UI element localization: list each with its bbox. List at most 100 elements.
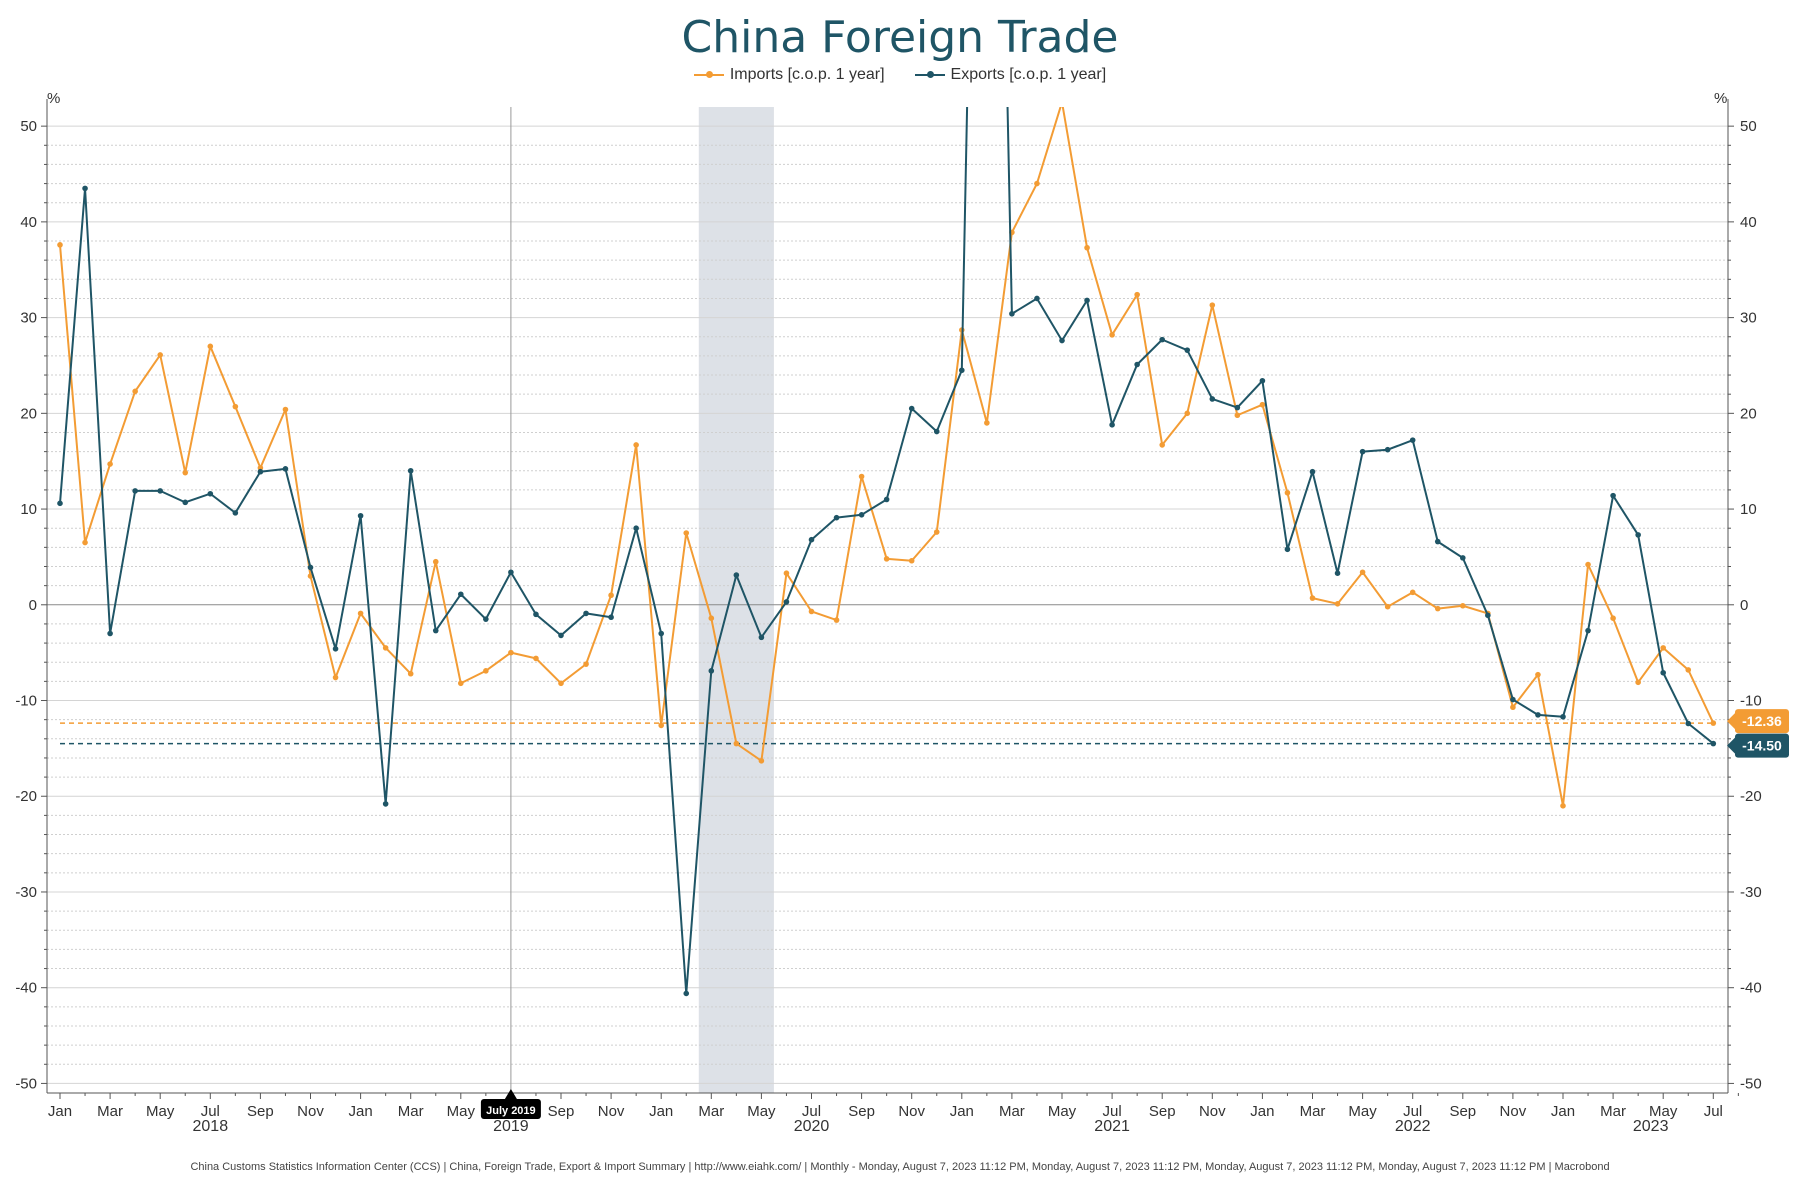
y-tick-label-right: 0 (1740, 597, 1748, 614)
exports-data-point (1710, 740, 1717, 747)
x-tick-label: Mar (1300, 1103, 1326, 1120)
x-tick-label: Nov (1199, 1103, 1226, 1120)
y-tick-label-left: 10 (20, 501, 37, 518)
x-year-label: 2019 (493, 1118, 529, 1135)
x-tick-label: Jul (1704, 1103, 1723, 1120)
imports-data-point (1084, 244, 1090, 251)
exports-data-point (883, 496, 890, 503)
imports-data-point (558, 680, 564, 687)
x-year-label: 2022 (1395, 1118, 1431, 1135)
exports-data-point (1209, 396, 1216, 402)
x-tick-label: Sep (247, 1103, 274, 1120)
x-tick-label: Nov (297, 1103, 324, 1120)
imports-data-point (1409, 589, 1416, 596)
x-tick-label: Jan (349, 1103, 373, 1120)
exports-data-point (1034, 295, 1040, 302)
exports-data-point (558, 632, 564, 639)
imports-data-point (1184, 410, 1191, 417)
exports-data-point (858, 512, 865, 518)
shaded-period (698, 107, 774, 1093)
imports-data-point (382, 645, 389, 651)
exports-data-point (207, 490, 214, 497)
latest-value-badge (1735, 709, 1789, 734)
x-tick-label: May (1649, 1103, 1678, 1120)
exports-data-point (1409, 437, 1416, 443)
imports-data-point (1585, 561, 1591, 568)
x-tick-label: Jan (1250, 1103, 1274, 1120)
imports-data-point (1109, 332, 1115, 338)
exports-data-point (933, 428, 940, 435)
exports-data-point (1510, 696, 1516, 703)
exports-data-point (1109, 422, 1115, 428)
imports-data-point (883, 556, 890, 562)
x-year-label: 2021 (1094, 1118, 1130, 1135)
imports-data-point (908, 557, 915, 564)
cursor-label: July 2019 (486, 1105, 536, 1117)
y-tick-label-right: 10 (1740, 501, 1757, 518)
imports-data-point (708, 615, 715, 621)
y-tick-label-right: 30 (1740, 310, 1757, 327)
imports-data-point (1384, 603, 1391, 610)
exports-data-point (658, 630, 664, 637)
legend-item-exports[interactable]: Exports [c.o.p. 1 year] (914, 66, 1106, 84)
imports-data-point (1034, 180, 1040, 187)
imports-data-point (1660, 645, 1666, 651)
exports-data-point (1234, 404, 1241, 411)
imports-data-point (1159, 442, 1165, 448)
imports-data-point (1234, 412, 1241, 419)
latest-value-label: -14.50 (1742, 738, 1782, 754)
exports-data-point (483, 616, 489, 622)
x-tick-label: Mar (1600, 1103, 1626, 1120)
imports-data-point (1259, 401, 1266, 408)
exports-data-point (833, 514, 840, 521)
imports-data-point (407, 670, 414, 677)
y-tick-label-left: 40 (20, 214, 37, 231)
x-tick-label: Jan (48, 1103, 72, 1120)
y-tick-label-right: -30 (1740, 884, 1762, 901)
exports-data-point (733, 572, 740, 578)
exports-data-point (1359, 448, 1366, 455)
imports-data-point (1610, 615, 1616, 621)
exports-data-point (232, 510, 239, 516)
imports-data-point (107, 461, 113, 467)
cursor-pointer-icon (504, 1089, 517, 1099)
exports-data-point (1184, 347, 1191, 353)
y-tick-label-left: 30 (20, 310, 37, 327)
exports-data-point (1259, 377, 1266, 384)
exports-data-point (132, 488, 138, 494)
exports-data-point (1660, 669, 1666, 676)
y-tick-label-left: -20 (15, 788, 37, 805)
y-tick-label-left: 50 (20, 118, 37, 135)
imports-data-point (458, 680, 464, 687)
latest-value-badge (1735, 733, 1789, 758)
exports-data-point (508, 569, 514, 576)
imports-data-point (783, 570, 790, 576)
exports-data-point (307, 564, 314, 571)
imports-data-point (57, 242, 63, 248)
imports-data-point (808, 608, 815, 615)
exports-data-point (633, 525, 639, 532)
exports-data-point (1635, 532, 1641, 538)
x-tick-label: Nov (1500, 1103, 1527, 1120)
exports-data-point (282, 466, 289, 472)
exports-data-point (1485, 612, 1491, 619)
imports-data-point (1710, 720, 1717, 726)
exports-data-point (82, 185, 88, 192)
exports-data-point (1460, 555, 1466, 561)
exports-data-point (1434, 538, 1441, 545)
exports-data-point (1284, 546, 1291, 553)
y-tick-label-right: -40 (1740, 980, 1762, 997)
exports-data-point (357, 512, 364, 519)
legend-item-imports[interactable]: Imports [c.o.p. 1 year] (693, 66, 885, 84)
x-tick-label: Sep (548, 1103, 575, 1120)
imports-data-point (1334, 601, 1341, 607)
exports-data-point (1134, 361, 1140, 368)
x-tick-label: Mar (698, 1103, 724, 1120)
exports-data-point (908, 405, 915, 412)
imports-data-point (933, 529, 940, 535)
x-tick-label: Jan (649, 1103, 673, 1120)
exports-data-point (583, 610, 589, 617)
x-tick-label: May (1048, 1103, 1077, 1120)
exports-data-point (959, 367, 965, 374)
